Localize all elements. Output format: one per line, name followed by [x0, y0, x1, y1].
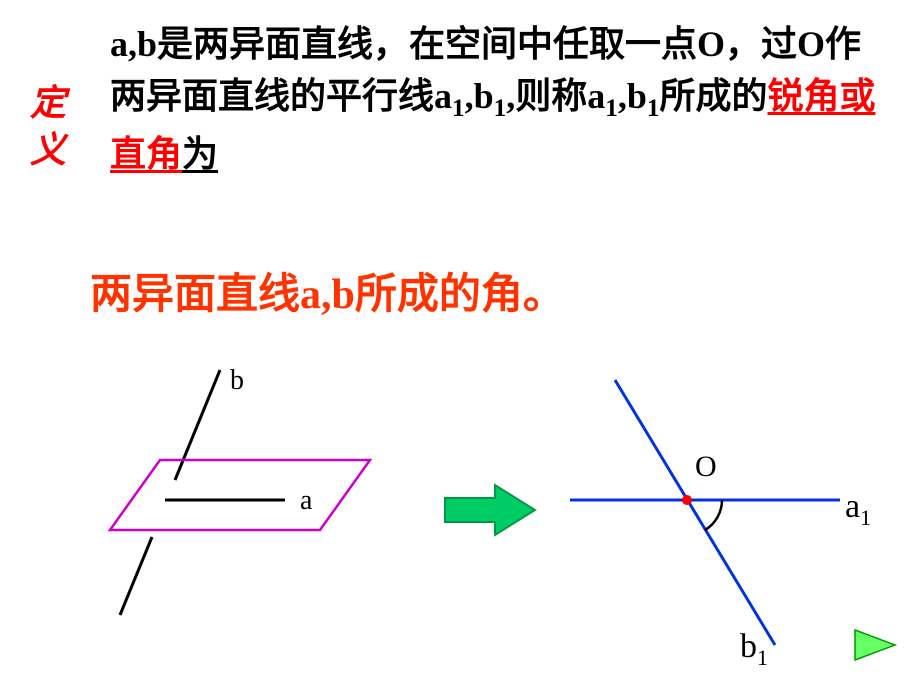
nav-triangle-svg [850, 625, 900, 665]
line-b-upper [175, 370, 220, 480]
label-b1-sub: 1 [757, 645, 768, 670]
def-mid3: ,b [618, 76, 647, 116]
right-diagram-svg [560, 370, 880, 670]
arrow-svg [440, 480, 540, 540]
def-sub-a2: 1 [605, 95, 618, 122]
line-b1 [615, 380, 775, 645]
def-mid4: 所成的 [659, 76, 767, 116]
definition-text: a,b是两异面直线，在空间中任取一点O，过O作两异面直线的平行线a1,b1,则称… [110, 18, 880, 180]
def-mid2: ,则称a [506, 76, 605, 116]
left-diagram-svg [70, 350, 430, 630]
def-sub-b2: 1 [647, 95, 660, 122]
angle-arc [705, 500, 722, 530]
label-a1-base: a [845, 488, 860, 525]
label-a: a [300, 485, 312, 517]
def-sub-b: 1 [494, 95, 507, 122]
left-diagram: b a [70, 350, 430, 635]
label-b1-base: b [740, 628, 757, 665]
next-button[interactable] [850, 625, 900, 670]
arrow-icon [440, 480, 540, 545]
right-diagram: O a1 b1 [560, 370, 880, 675]
subtitle: 两异面直线a,b所成的角。 [90, 260, 565, 321]
def-mid1: ,b [465, 76, 494, 116]
line-b-lower [120, 537, 152, 615]
label-b: b [230, 365, 244, 397]
point-o [682, 495, 692, 505]
def-label-2: 义 [30, 130, 66, 170]
arrow-shape [445, 485, 535, 535]
def-label-1: 定 [30, 83, 66, 123]
label-a1-sub: 1 [860, 505, 871, 530]
definition-label: 定 义 [30, 80, 66, 174]
label-b1: b1 [740, 628, 768, 671]
label-o: O [695, 450, 717, 484]
plane [110, 460, 370, 530]
def-suffix: 为 [182, 134, 218, 174]
label-a1: a1 [845, 488, 871, 531]
def-sub-a: 1 [452, 95, 465, 122]
nav-triangle-shape [855, 630, 895, 660]
